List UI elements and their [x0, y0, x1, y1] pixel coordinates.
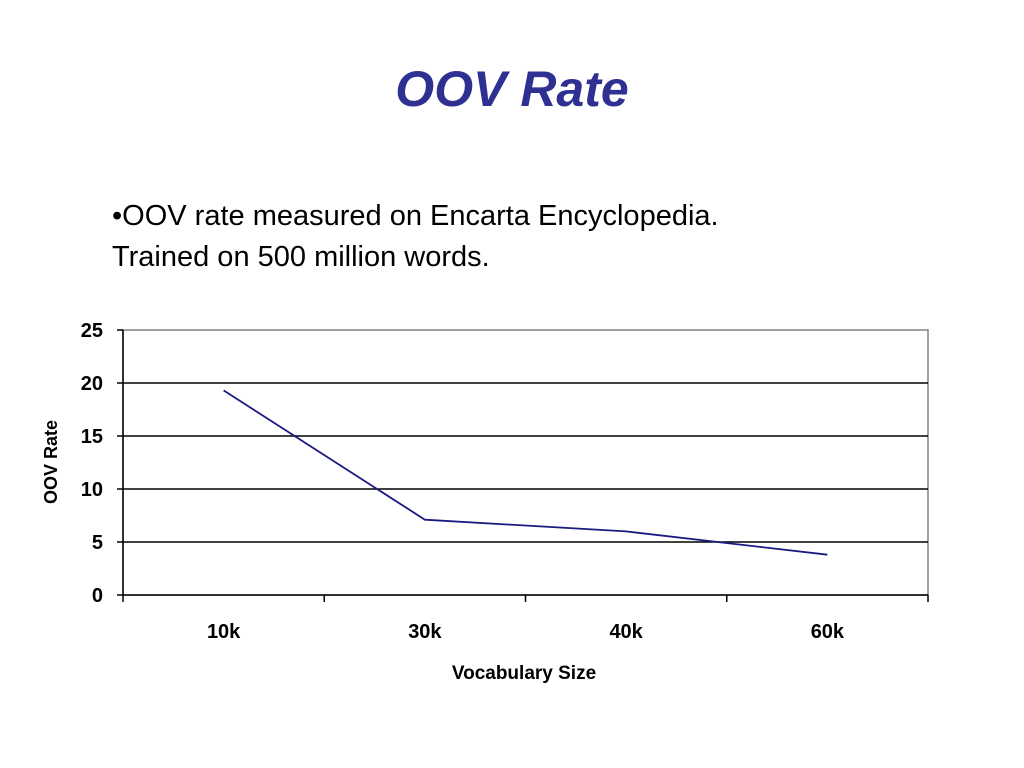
x-tick-label-10k: 10k [207, 621, 241, 643]
axes: 0 5 10 15 20 25 10k 30k 40k 60k [81, 320, 929, 643]
y-tick-label-5: 5 [92, 532, 103, 554]
slide-title: OOV Rate [395, 61, 629, 117]
plot-area-border [122, 329, 929, 596]
y-tick-label-15: 15 [81, 426, 103, 448]
bullet-line-2: Trained on 500 million words. [112, 241, 490, 273]
x-tick-label-40k: 40k [609, 621, 643, 643]
y-tick-label-0: 0 [92, 585, 103, 607]
x-tick-label-60k: 60k [811, 621, 845, 643]
y-tick-label-10: 10 [81, 479, 103, 501]
bullet-text: •OOV rate measured on Encarta Encycloped… [112, 196, 932, 278]
y-tick-label-20: 20 [81, 373, 103, 395]
y-axis-title: OOV Rate [41, 420, 61, 504]
x-tick-label-30k: 30k [408, 621, 442, 643]
y-tick-label-25: 25 [81, 320, 103, 342]
x-axis-title: Vocabulary Size [452, 663, 596, 684]
series-line-0 [223, 389, 828, 556]
gridlines [122, 329, 929, 596]
series-layer [223, 389, 828, 556]
bullet-line-1: •OOV rate measured on Encarta Encycloped… [112, 200, 719, 232]
